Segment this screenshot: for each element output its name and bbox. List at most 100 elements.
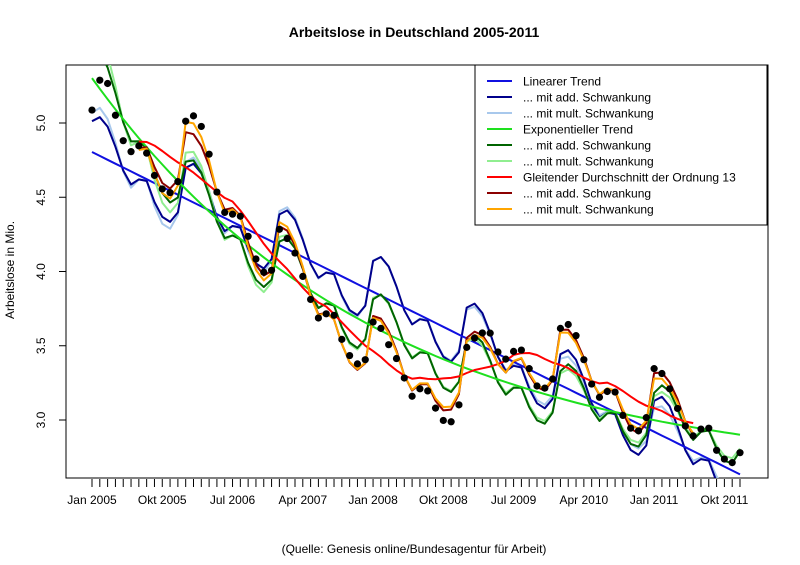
data-point	[174, 178, 182, 186]
x-tick-label: Jan 2011	[630, 493, 679, 507]
data-point	[252, 255, 260, 263]
data-point	[580, 356, 588, 364]
data-point	[127, 148, 135, 156]
data-point	[470, 334, 479, 342]
legend-label: Exponentieller Trend	[523, 123, 633, 137]
legend-label: ... mit add. Schwankung	[523, 139, 651, 153]
source-caption: (Quelle: Genesis online/Bundesagentur fü…	[282, 542, 547, 556]
data-point	[244, 232, 252, 240]
data-point	[588, 380, 596, 388]
data-point	[533, 382, 541, 390]
data-point	[275, 225, 283, 233]
data-points	[88, 76, 744, 467]
x-tick-label: Jul 2009	[491, 493, 537, 507]
legend-item: ... mit add. Schwankung	[487, 139, 651, 153]
data-point	[611, 388, 619, 396]
data-point	[673, 404, 682, 413]
legend-item: ... mit add. Schwankung	[487, 91, 651, 105]
legend-item: ... mit add. Schwankung	[487, 187, 651, 201]
data-point	[455, 401, 463, 409]
legend-item: Linearer Trend	[487, 75, 601, 89]
legend-item: Gleitender Durchschnitt der Ordnung 13	[487, 171, 736, 185]
data-point	[712, 446, 721, 454]
x-tick-label: Jan 2005	[67, 493, 117, 507]
data-point	[88, 106, 96, 114]
data-point	[736, 449, 744, 457]
data-point	[119, 137, 127, 145]
data-point	[517, 346, 525, 354]
x-tick-label: Apr 2010	[560, 493, 609, 507]
data-point	[96, 76, 104, 84]
data-point	[408, 392, 416, 400]
data-point	[509, 347, 518, 355]
series-line-exp-add	[105, 65, 741, 465]
data-point	[525, 365, 533, 373]
data-point	[158, 185, 166, 193]
data-point	[447, 418, 455, 426]
data-point	[689, 432, 697, 440]
data-point	[283, 234, 291, 243]
y-tick-label: 4.0	[34, 263, 48, 280]
data-point	[634, 427, 643, 435]
data-point	[330, 311, 338, 319]
data-point	[666, 385, 674, 393]
data-point	[549, 375, 557, 383]
data-point	[416, 385, 424, 393]
legend-item: ... mit mult. Schwankung	[487, 203, 654, 217]
data-point	[463, 343, 471, 351]
legend-item: Exponentieller Trend	[487, 123, 633, 137]
data-point	[346, 351, 354, 360]
data-point	[431, 404, 440, 412]
data-point	[369, 318, 377, 326]
data-point	[150, 171, 159, 180]
legend-label: ... mit mult. Schwankung	[523, 155, 654, 169]
data-point	[135, 142, 143, 150]
y-axis: 3.0 3.5 4.0 4.5 5.0	[34, 114, 66, 428]
x-tick-label: Jul 2006	[210, 493, 256, 507]
data-point	[478, 329, 486, 337]
data-point	[728, 459, 736, 467]
data-point	[166, 189, 174, 197]
legend-box	[474, 64, 768, 226]
data-point	[221, 208, 229, 216]
data-point	[400, 374, 408, 382]
data-point	[314, 314, 323, 322]
data-point	[228, 210, 237, 218]
data-point	[322, 310, 330, 318]
data-point	[392, 354, 401, 363]
series-line-linear	[91, 151, 741, 476]
data-point	[299, 272, 307, 281]
data-point	[182, 117, 190, 125]
data-point	[385, 341, 393, 349]
data-point	[595, 393, 604, 401]
data-point	[720, 455, 728, 463]
x-tick-label: Okt 2008	[419, 493, 468, 507]
y-tick-label: 3.0	[34, 411, 48, 428]
data-point	[291, 249, 299, 257]
data-point	[189, 112, 198, 120]
data-point	[236, 212, 244, 220]
legend-label: ... mit mult. Schwankung	[523, 203, 654, 217]
legend-label: Gleitender Durchschnitt der Ordnung 13	[523, 171, 736, 185]
data-point	[260, 268, 268, 276]
data-point	[556, 324, 565, 332]
y-tick-label: 4.5	[34, 189, 48, 206]
data-point	[307, 295, 315, 304]
x-tick-label: Okt 2005	[138, 493, 187, 507]
data-point	[494, 348, 502, 356]
x-tick-label: Okt 2011	[700, 493, 748, 507]
data-point	[377, 324, 385, 332]
data-point	[143, 149, 151, 157]
data-point	[541, 384, 549, 392]
y-tick-label: 5.0	[34, 114, 48, 131]
legend-item: ... mit mult. Schwankung	[487, 107, 654, 121]
legend-item: ... mit mult. Schwankung	[487, 155, 654, 169]
x-axis: Jan 2005 Okt 2005 Jul 2006 Apr 2007 Jan 2008…	[67, 479, 749, 507]
data-point	[205, 150, 213, 158]
data-point	[502, 355, 510, 363]
legend-label: Linearer Trend	[523, 75, 601, 89]
data-point	[697, 425, 705, 433]
data-point	[705, 424, 713, 432]
data-point	[619, 411, 627, 419]
data-point	[353, 360, 362, 368]
